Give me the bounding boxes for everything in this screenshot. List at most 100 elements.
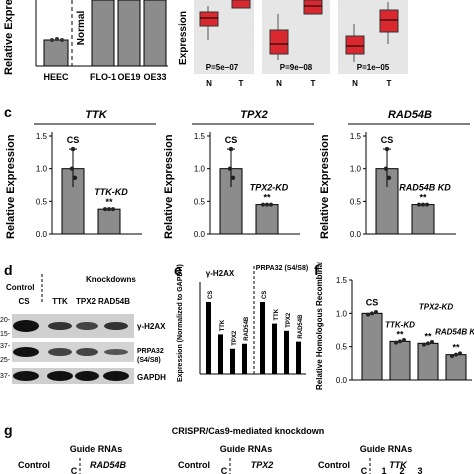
x-oe19: OE19 xyxy=(117,72,140,82)
x-t-2: T xyxy=(311,79,316,88)
significance-label: ** xyxy=(452,343,460,353)
data-point xyxy=(454,352,458,357)
cs-label: CS xyxy=(67,135,80,145)
y-tick-label: 1.0 xyxy=(36,165,48,174)
panel-g-header: CRISPR/Cas9-mediated knockdown Guide RNA… xyxy=(18,426,423,474)
x-n-2: N xyxy=(276,79,282,88)
data-point xyxy=(269,202,273,207)
boxplot-panel-2: P=9e−08 N T xyxy=(262,0,330,88)
band xyxy=(75,371,99,381)
bar xyxy=(361,312,383,381)
data-point xyxy=(386,175,392,181)
x-t-1: T xyxy=(239,79,244,88)
bar-label: RAD54B xyxy=(298,314,304,339)
data-point xyxy=(111,207,115,212)
panel-e-ylabel: Expression (Normalized to GAPDH) xyxy=(177,264,184,382)
panel-letter-c: c xyxy=(4,104,12,120)
c-2: C xyxy=(221,466,228,474)
lane-ttk: TTK xyxy=(52,297,68,306)
data-point xyxy=(398,339,402,344)
significance-label: ** xyxy=(263,193,271,203)
bar-label: TTK xyxy=(220,319,226,331)
gene-tpx2: TPX2 xyxy=(251,460,274,470)
panel-letter-f: f xyxy=(314,262,319,278)
cs-label: CS xyxy=(366,297,379,307)
band xyxy=(13,320,39,332)
bar xyxy=(255,204,279,235)
bar-oe19 xyxy=(117,0,141,67)
band xyxy=(13,371,39,381)
mw-3: 37- xyxy=(0,343,11,350)
bar-label: CS xyxy=(262,291,268,299)
kd-label: TPX2-KD xyxy=(250,183,289,193)
x-t-3: T xyxy=(387,79,392,88)
data-point xyxy=(227,166,233,171)
data-point xyxy=(107,207,111,212)
data-point xyxy=(450,354,454,358)
data-point xyxy=(402,338,406,342)
blot-knockdowns: Knockdowns xyxy=(86,275,136,284)
data-point xyxy=(430,340,434,344)
data-point xyxy=(103,207,107,212)
band-label-gapdh: GAPDH xyxy=(137,373,166,382)
data-point xyxy=(261,202,265,207)
guide-rna-1: Guide RNAs xyxy=(70,444,123,454)
data-point xyxy=(70,146,76,152)
top-left-ylabel: Relative Expression xyxy=(3,0,15,75)
panel-c-title: RAD54B xyxy=(388,109,432,121)
significance-label: ** xyxy=(105,197,113,207)
y-tick-label: 1.5 xyxy=(36,132,48,141)
pvalue-2: P=9e−08 xyxy=(280,63,313,72)
significance-label: ** xyxy=(424,331,432,341)
band xyxy=(103,371,129,381)
data-point xyxy=(69,166,75,171)
panel-letter-d: d xyxy=(4,262,13,278)
band xyxy=(48,348,72,356)
band xyxy=(76,348,98,356)
bar-label: TTK xyxy=(274,308,280,320)
significance-label: ** xyxy=(396,329,404,339)
bar xyxy=(97,208,121,235)
y-tick-label: 1.5 xyxy=(194,132,206,141)
cs-label: CS xyxy=(225,135,238,145)
kd-label: TTK-KD xyxy=(385,320,415,329)
y-tick-label: 1.5 xyxy=(350,132,362,141)
panel-letter-e: e xyxy=(174,262,182,278)
kd-label: RAD54B KD xyxy=(399,183,451,193)
group-label-rpa32: PRPA32 (S4/S8) xyxy=(256,265,308,272)
y-tick-label: 0.5 xyxy=(350,197,362,206)
panel-e-chart: Expression (Normalized to GAPDH) γ-H2AX PR… xyxy=(177,264,308,382)
num-2: 2 xyxy=(399,466,404,474)
data-point xyxy=(230,175,236,181)
guide-rna-3: Guide RNAs xyxy=(360,444,413,454)
bar xyxy=(411,204,435,235)
boxplot-panel-1: P=5e−07 N T xyxy=(194,0,254,88)
data-point xyxy=(72,175,78,181)
significance-label: ** xyxy=(419,193,427,203)
crispr-title: CRISPR/Cas9-mediated knockdown xyxy=(172,426,325,436)
panel-f-chart: Relative Homologous Recombination Activi… xyxy=(315,262,474,390)
y-tick-label: 1.5 xyxy=(336,276,348,285)
group-label-h2ax: γ-H2AX xyxy=(206,269,235,278)
y-tick-label: 0.0 xyxy=(350,230,362,239)
data-point xyxy=(374,310,378,314)
data-point xyxy=(228,146,234,152)
bar xyxy=(218,334,223,374)
band-label-h2ax: γ-H2AX xyxy=(137,322,166,331)
mw-1: 20- xyxy=(0,317,11,324)
data-point xyxy=(421,202,425,207)
blot-strip-rpa32 xyxy=(12,342,134,362)
bar xyxy=(389,340,411,381)
mw-4: 25- xyxy=(0,357,11,364)
y-tick-label: 0.0 xyxy=(194,230,206,239)
bar-label: TPX2 xyxy=(286,312,292,328)
y-tick-label: 1.0 xyxy=(194,165,206,174)
kd-label: TPX2-KD xyxy=(419,302,453,311)
band xyxy=(13,347,39,357)
band xyxy=(104,349,128,355)
bar-heec xyxy=(43,39,69,67)
control-3: Control xyxy=(318,460,350,470)
y-tick-label: 0.5 xyxy=(336,343,348,352)
data-point xyxy=(422,342,426,347)
top-right-boxplots: Expression P=5e−07 N T P=9e−08 N T P=1e−… xyxy=(178,0,408,88)
